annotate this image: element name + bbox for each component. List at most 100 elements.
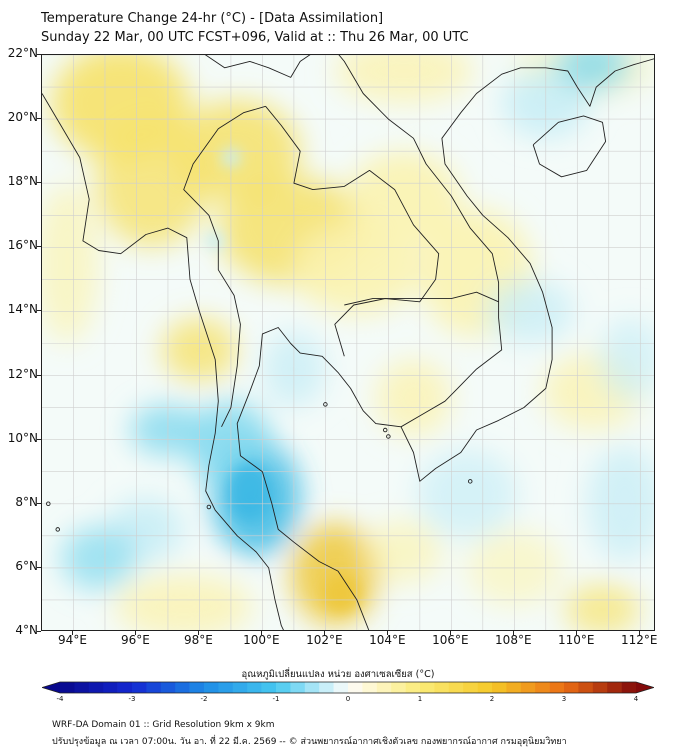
lat-label: 6°N [15,558,38,573]
lon-tick [387,631,389,635]
colorbar-bin [477,682,493,693]
lon-tick [639,631,641,635]
colorbar-bin [376,682,392,693]
lon-tick [135,631,137,635]
lat-label: 16°N [7,238,38,253]
colorbar-min-arrow [42,682,60,693]
colorbar-bin [103,682,118,693]
island [386,434,391,439]
warm-anomaly [366,519,442,584]
lat-label: 22°N [7,46,38,60]
lat-tick [37,310,41,312]
colorbar-bin [333,682,349,693]
lat-label: 8°N [15,494,38,509]
lon-tick [513,631,515,635]
map-panel[interactable] [41,54,655,631]
lon-label: 108°E [495,633,532,647]
colorbar-bin [434,682,450,693]
colorbar-bin [564,682,579,693]
colorbar-bin [290,682,306,693]
island [206,504,212,510]
colorbar-tick-label: 1 [417,695,423,703]
lat-tick [37,566,41,568]
colorbar-bin [463,682,478,693]
boundary-line [338,55,503,428]
lat-label: 14°N [7,302,38,317]
cool-anomaly [227,462,272,520]
island [467,479,473,484]
lon-tick [198,631,200,635]
boundary-line [236,58,654,630]
lon-tick [324,631,326,635]
colorbar-bin [535,682,550,693]
colorbar-bin [348,682,363,693]
colorbar-bin [160,682,176,693]
boundary-line [532,115,607,178]
lon-label: 106°E [432,633,469,647]
colorbar-bin [74,682,90,693]
lat-label: 10°N [7,430,38,445]
temperature-field-detail [205,147,361,613]
lon-label: 110°E [558,633,595,647]
warm-anomaly [564,583,641,630]
lat-tick [37,631,41,632]
colorbar-bin [261,682,277,693]
colorbar-label: อุณหภูมิเปลี่ยนแปลง หน่วย องศาเซลเซียส (… [241,669,435,680]
lat-label: 12°N [7,366,38,381]
island [55,527,60,532]
lat-tick [37,182,41,184]
boundary-line [183,105,266,427]
lon-tick [576,631,578,635]
coastline [42,55,654,630]
colorbar-max-arrow [636,682,654,693]
colorbar-bin [132,682,147,693]
colorbar-bin [448,682,464,693]
colorbar-bin [304,682,320,693]
colorbar-bin [607,682,622,693]
colorbar-bin [146,682,162,693]
colorbar-bin [175,682,190,693]
island [382,427,388,433]
colorbar-bin [189,682,205,693]
cool-anomaly [416,449,518,540]
warm-anomaly [42,183,99,344]
temperature-map [42,55,654,630]
lon-tick [261,631,263,635]
colorbar [40,679,656,694]
colorbar-bin [391,682,406,693]
colorbar-bin [592,682,608,693]
colorbar-bin [492,682,507,693]
warm-anomaly [322,574,361,613]
boundary-line [265,106,440,357]
colorbar-bin [621,682,637,693]
colorbar-bin [420,682,435,693]
lat-label: 18°N [7,174,38,189]
colorbar-bin [549,682,565,693]
colorbar-tick-label: -1 [272,695,280,703]
colorbar-bin [520,682,536,693]
colorbar-tick-label: -4 [56,695,64,703]
lat-tick [37,54,41,55]
lon-label: 102°E [306,633,343,647]
colorbar-bins [40,681,656,694]
lat-tick [37,438,41,440]
lon-label: 100°E [243,633,280,647]
colorbar-bin [276,682,291,693]
temperature-field [42,55,654,630]
map-title: Temperature Change 24-hr (°C) - [Data As… [41,11,384,26]
colorbar-bin [88,682,104,693]
colorbar-tick-label: -3 [128,695,136,703]
footer-model-info: WRF-DA Domain 01 :: Grid Resolution 9km … [52,720,275,730]
warm-anomaly [114,574,253,630]
cool-anomaly [205,231,225,251]
boundary-line [344,291,499,306]
island [323,402,328,407]
colorbar-bin [218,682,234,693]
colorbar-bin [117,682,133,693]
lon-label: 104°E [369,633,406,647]
boundary-line [42,93,284,630]
island [46,501,51,507]
cool-anomaly [60,526,137,591]
colorbar-bin [578,682,594,693]
lat-tick [37,118,41,120]
